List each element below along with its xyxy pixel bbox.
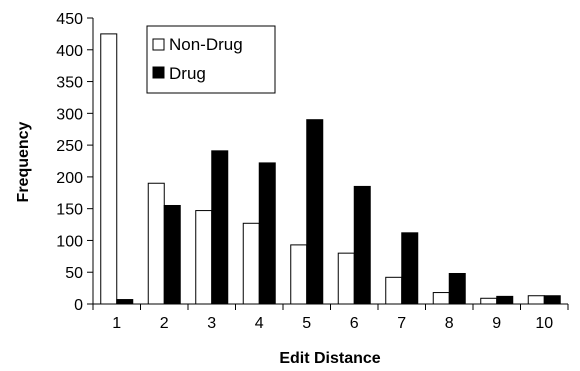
bar-non-drug-3 xyxy=(195,210,213,305)
legend-label-non-drug: Non-Drug xyxy=(169,35,243,54)
bar-drug-1 xyxy=(116,299,134,305)
x-tick-label: 10 xyxy=(535,315,553,332)
y-axis: 0 50 100 150 200 250 300 350 400 450 xyxy=(56,11,94,314)
legend-label-drug: Drug xyxy=(169,64,206,83)
y-tick-label: 0 xyxy=(74,297,83,314)
bar-drug-6 xyxy=(353,185,371,305)
y-tick-label: 450 xyxy=(56,11,83,28)
bar-drug-7 xyxy=(401,232,419,305)
x-tick-label: 2 xyxy=(160,315,169,332)
x-tick-label: 4 xyxy=(255,315,264,332)
y-tick-label: 400 xyxy=(56,43,83,60)
bar-drug-3 xyxy=(211,150,229,305)
bar-non-drug-7 xyxy=(385,276,403,305)
bar-non-drug-10 xyxy=(527,295,545,305)
legend-box xyxy=(146,25,276,94)
x-tick-label: 3 xyxy=(207,315,216,332)
bar-drug-10 xyxy=(543,295,561,305)
bar-non-drug-4 xyxy=(242,222,260,305)
bar-non-drug-2 xyxy=(147,182,165,305)
y-tick-label: 350 xyxy=(56,75,83,92)
x-tick-label: 7 xyxy=(397,315,406,332)
bar-drug-8 xyxy=(448,272,466,305)
y-tick-label: 200 xyxy=(56,170,83,187)
x-tick-label: 5 xyxy=(302,315,311,332)
legend-swatch-drug xyxy=(152,66,165,79)
bar-drug-5 xyxy=(306,119,324,305)
bar-non-drug-8 xyxy=(432,292,450,305)
x-axis: 1 2 3 4 5 6 7 8 9 10 xyxy=(92,303,569,332)
bars-group xyxy=(100,33,561,305)
legend: Non-Drug Drug xyxy=(146,25,276,94)
y-tick-label: 300 xyxy=(56,106,83,123)
x-tick-label: 1 xyxy=(112,315,121,332)
bar-drug-9 xyxy=(496,295,514,305)
x-tick-label: 6 xyxy=(350,315,359,332)
x-axis-title: Edit Distance xyxy=(279,350,380,367)
bar-drug-4 xyxy=(258,162,276,305)
x-tick-label: 8 xyxy=(445,315,454,332)
legend-swatch-non-drug xyxy=(152,38,165,51)
y-tick-label: 250 xyxy=(56,138,83,155)
bar-non-drug-9 xyxy=(480,297,498,305)
bar-non-drug-6 xyxy=(337,252,355,305)
y-tick-label: 100 xyxy=(56,233,83,250)
y-tick-label: 50 xyxy=(65,265,83,282)
bar-drug-2 xyxy=(163,204,181,305)
bar-non-drug-1 xyxy=(100,33,118,305)
x-tick-label: 9 xyxy=(492,315,501,332)
bar-non-drug-5 xyxy=(290,244,308,305)
y-axis-title: Frequency xyxy=(15,121,32,202)
y-tick-label: 150 xyxy=(56,202,83,219)
